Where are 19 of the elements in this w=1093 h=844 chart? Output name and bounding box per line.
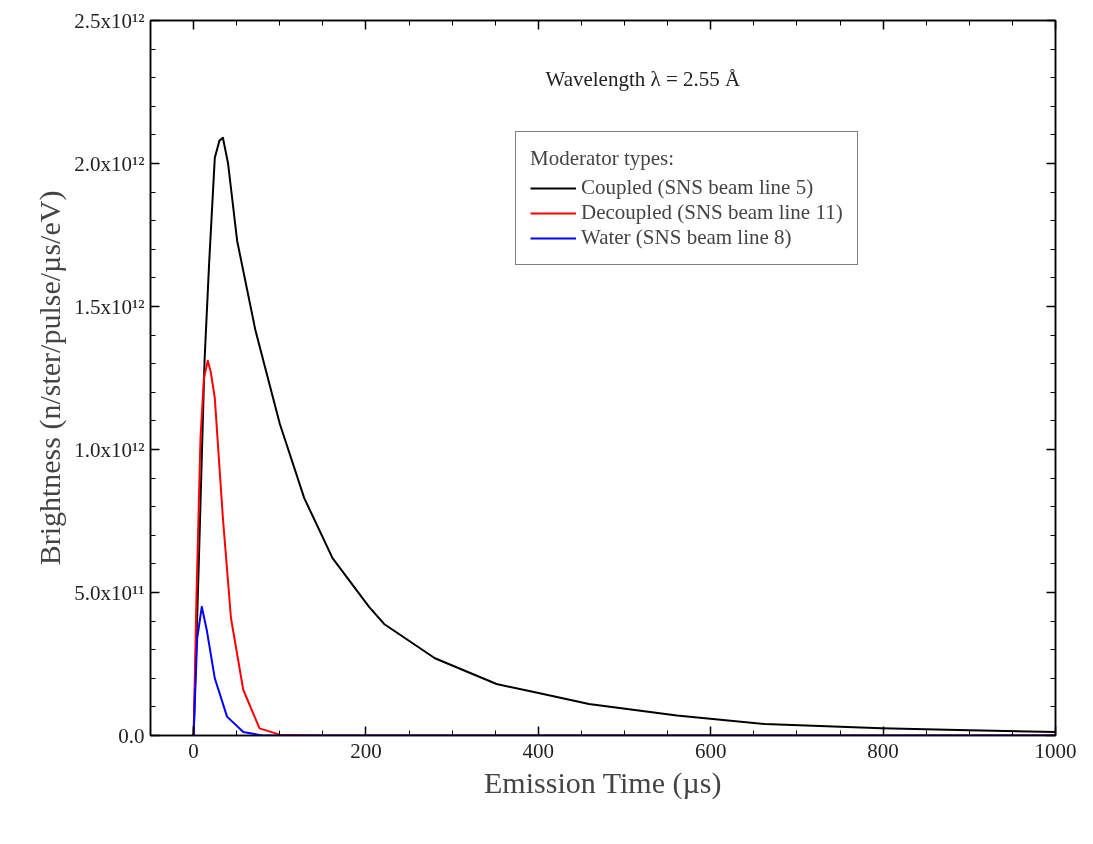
y-tick-label: 2.5x10¹²: [74, 8, 145, 33]
y-tick-label: 5.0x10¹¹: [74, 580, 145, 605]
x-tick-label: 600: [694, 738, 727, 763]
legend-title: Moderator types:: [530, 146, 676, 171]
y-tick-label: 0.0: [118, 723, 145, 748]
annotation: Wavelength λ = 2.55 Å: [545, 66, 742, 91]
x-tick-label: 800: [867, 738, 899, 763]
x-tick-label: 200: [350, 738, 382, 763]
x-tick-label: 1000: [1034, 738, 1077, 763]
y-tick-label: 1.5x10¹²: [74, 294, 145, 319]
y-axis-title: Brightness (n/ster/pulse/µs/eV): [33, 190, 68, 566]
x-tick-label: 0: [188, 738, 199, 763]
x-tick-label: 400: [522, 738, 555, 763]
legend-label: Decoupled (SNS beam line 11): [581, 200, 843, 225]
legend-label: Water (SNS beam line 8): [581, 225, 792, 250]
y-tick-label: 2.0x10¹²: [74, 151, 145, 176]
x-axis-title: Emission Time (µs): [484, 765, 722, 800]
y-tick-label: 1.0x10¹²: [74, 437, 145, 462]
legend-label: Coupled (SNS beam line 5): [581, 175, 814, 200]
